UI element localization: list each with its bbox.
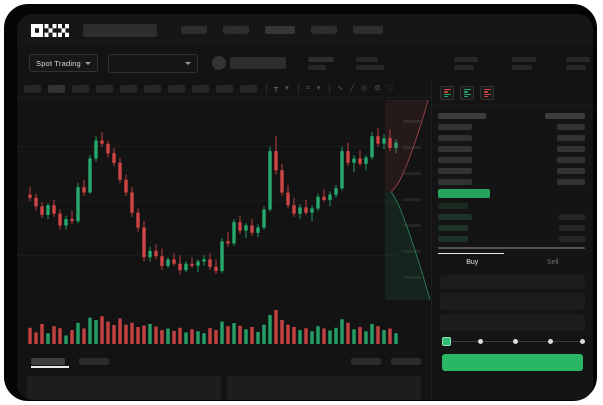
positions-panel[interactable] xyxy=(227,376,421,400)
candle-type-icon[interactable]: ┳ xyxy=(274,85,279,92)
nav-item-5[interactable] xyxy=(353,26,383,34)
coin-avatar xyxy=(211,56,226,70)
line-tool-icon[interactable]: ∿ xyxy=(337,85,344,92)
nav-item-4[interactable] xyxy=(311,26,337,34)
stat-24h-change xyxy=(355,56,384,70)
indicator-chevron-icon[interactable]: ▾ xyxy=(316,85,321,92)
stat-last-price xyxy=(307,56,334,70)
chevron-down-icon xyxy=(84,61,91,65)
settings-gear-icon[interactable]: ⚙ xyxy=(374,85,381,92)
stat-24h-high xyxy=(453,56,478,70)
timeframe-button-9[interactable] xyxy=(216,84,233,93)
toolbar-divider xyxy=(266,83,267,94)
tab-sell[interactable]: Sell xyxy=(546,258,559,266)
timeframe-button-5[interactable] xyxy=(120,84,137,93)
stat-24h-volume xyxy=(511,56,536,70)
timeframe-button-3[interactable] xyxy=(72,84,89,93)
pair-header-bar: Spot Trading xyxy=(17,46,593,80)
search-input[interactable] xyxy=(83,23,157,37)
active-tab-indicator xyxy=(31,366,69,368)
orderbook-mode-both-icon[interactable] xyxy=(440,86,454,100)
orderbook-bid-row[interactable] xyxy=(432,222,593,233)
tab-assets[interactable] xyxy=(351,357,381,365)
candlestick-canvas xyxy=(17,120,421,345)
orderbook-ask-row[interactable] xyxy=(432,176,593,187)
toolbar-divider xyxy=(297,83,299,94)
orderbook-ask-row[interactable] xyxy=(432,154,593,165)
fullscreen-icon[interactable]: ⛶ xyxy=(387,85,393,92)
orderbook-header-row xyxy=(432,110,593,121)
tab-order-history[interactable] xyxy=(79,357,109,365)
orders-tabbar xyxy=(17,352,431,370)
orderbook-view-modes xyxy=(432,80,593,106)
order-type-field[interactable] xyxy=(440,274,585,289)
orderbook-ask-row[interactable] xyxy=(432,165,593,176)
pair-name-label xyxy=(229,57,286,69)
orderbook-col-price xyxy=(438,112,486,119)
timeframe-button-2[interactable] xyxy=(48,84,65,93)
orderbook-ask-row[interactable] xyxy=(432,132,593,143)
market-depth-overlay xyxy=(385,100,431,300)
pair-select-dropdown[interactable] xyxy=(107,53,198,73)
timeframe-button-8[interactable] xyxy=(192,84,209,93)
indicator-icon[interactable]: ⌗ xyxy=(305,85,310,92)
orderbook-ask-row[interactable] xyxy=(432,143,593,154)
trading-mode-label: Spot Trading xyxy=(36,58,81,68)
magnet-icon[interactable]: ◎ xyxy=(361,85,368,92)
orders-panels xyxy=(17,376,431,400)
chevron-down-icon xyxy=(184,61,191,65)
order-form xyxy=(432,271,593,331)
open-orders-panel[interactable] xyxy=(27,376,221,400)
price-chart[interactable] xyxy=(17,98,431,352)
slider-step-50[interactable] xyxy=(513,338,518,344)
trading-mode-select[interactable]: Spot Trading xyxy=(29,54,98,72)
buy-sell-tabs: Buy Sell xyxy=(432,252,593,271)
nav-items xyxy=(181,26,383,34)
tab-open-orders[interactable] xyxy=(31,357,65,365)
nav-item-2[interactable] xyxy=(223,26,249,34)
timeframe-button-6[interactable] xyxy=(144,84,161,93)
candle-type-chevron-icon[interactable]: ▾ xyxy=(285,85,289,92)
timeframe-button-1[interactable] xyxy=(24,84,41,93)
orderbook-ask-row[interactable] xyxy=(432,121,593,132)
orderbook-scrollbar[interactable] xyxy=(438,247,585,249)
buy-submit-button[interactable] xyxy=(442,353,583,371)
slider-step-100[interactable] xyxy=(580,338,585,344)
okx-logo[interactable] xyxy=(31,23,69,37)
timeframe-button-10[interactable] xyxy=(240,84,257,93)
active-tab-indicator xyxy=(438,252,504,254)
timeframe-button-7[interactable] xyxy=(168,84,185,93)
slider-step-75[interactable] xyxy=(548,338,553,344)
orderbook-mode-buy-icon[interactable] xyxy=(460,86,474,100)
tab-buy[interactable]: Buy xyxy=(466,258,479,266)
amount-percent-slider[interactable] xyxy=(442,337,585,347)
price-input[interactable] xyxy=(440,292,585,310)
stat-extra xyxy=(565,56,590,70)
orderbook-last-price xyxy=(438,189,490,198)
pencil-tool-icon[interactable]: ╱ xyxy=(350,85,355,92)
amount-input[interactable] xyxy=(440,313,585,331)
app-screen: Spot Trading xyxy=(17,14,593,400)
timeframe-button-4[interactable] xyxy=(96,84,113,93)
orderbook-mode-sell-icon[interactable] xyxy=(480,86,494,100)
toolbar-divider xyxy=(329,83,331,94)
slider-step-25[interactable] xyxy=(478,338,483,344)
orderbook-bid-row[interactable] xyxy=(432,200,593,211)
orders-tabbar-right xyxy=(351,357,421,365)
orderbook-bid-row[interactable] xyxy=(432,211,593,222)
slider-handle[interactable] xyxy=(442,337,451,346)
top-navigation-bar xyxy=(17,14,593,46)
tab-hide-others[interactable] xyxy=(391,357,421,365)
orderbook-and-trade-panel: Buy Sell xyxy=(431,80,593,400)
orderbook-rows[interactable] xyxy=(432,106,593,249)
orderbook-bid-row[interactable] xyxy=(432,233,593,244)
nav-item-3[interactable] xyxy=(265,26,295,34)
orderbook-col-amount xyxy=(545,112,585,119)
nav-item-1[interactable] xyxy=(181,26,207,34)
